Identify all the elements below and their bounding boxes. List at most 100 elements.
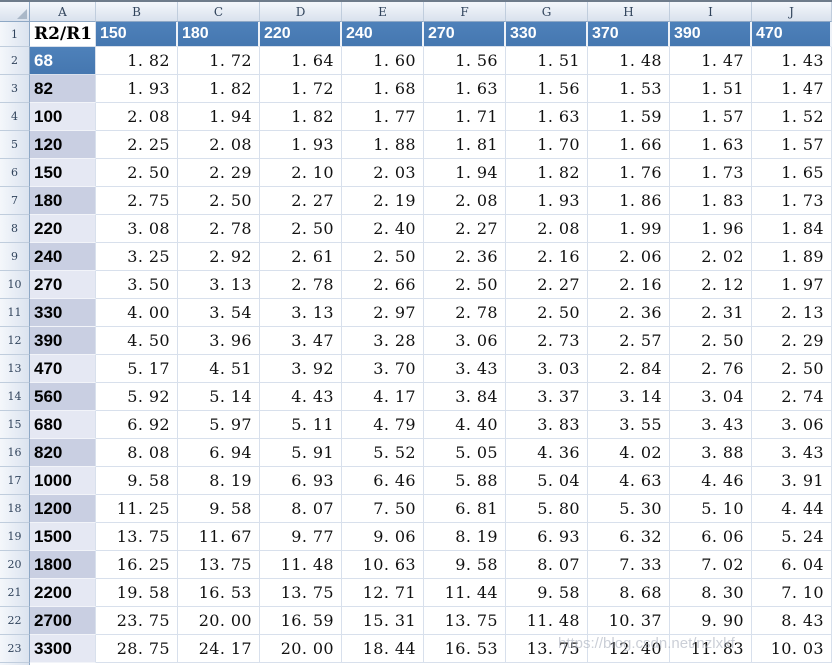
cell-B14[interactable]: 5. 92 (96, 383, 178, 411)
cell-B1[interactable]: 150 (96, 22, 178, 47)
cell-E1[interactable]: 240 (342, 22, 424, 47)
cell-F3[interactable]: 1. 63 (424, 75, 506, 103)
cell-E11[interactable]: 2. 97 (342, 299, 424, 327)
cell-A17[interactable]: 1000 (30, 467, 96, 495)
cell-I11[interactable]: 2. 31 (670, 299, 752, 327)
row-header-1[interactable]: 1 (0, 22, 30, 47)
cell-H1[interactable]: 370 (588, 22, 670, 47)
cell-H4[interactable]: 1. 59 (588, 103, 670, 131)
cell-G16[interactable]: 4. 36 (506, 439, 588, 467)
row-header-13[interactable]: 13 (0, 355, 30, 383)
cell-D20[interactable]: 11. 48 (260, 551, 342, 579)
cell-I13[interactable]: 2. 76 (670, 355, 752, 383)
row-header-19[interactable]: 19 (0, 523, 30, 551)
cell-I23[interactable]: 11. 83 (670, 635, 752, 663)
cell-F22[interactable]: 13. 75 (424, 607, 506, 635)
cell-I4[interactable]: 1. 57 (670, 103, 752, 131)
cell-G22[interactable]: 11. 48 (506, 607, 588, 635)
cell-G13[interactable]: 3. 03 (506, 355, 588, 383)
cell-B19[interactable]: 13. 75 (96, 523, 178, 551)
cell-J21[interactable]: 7. 10 (752, 579, 832, 607)
cell-F21[interactable]: 11. 44 (424, 579, 506, 607)
cell-A13[interactable]: 470 (30, 355, 96, 383)
cell-H10[interactable]: 2. 16 (588, 271, 670, 299)
row-header-10[interactable]: 10 (0, 271, 30, 299)
cell-G6[interactable]: 1. 82 (506, 159, 588, 187)
cell-I15[interactable]: 3. 43 (670, 411, 752, 439)
cell-J5[interactable]: 1. 57 (752, 131, 832, 159)
cell-B21[interactable]: 19. 58 (96, 579, 178, 607)
cell-H13[interactable]: 2. 84 (588, 355, 670, 383)
cell-J2[interactable]: 1. 43 (752, 47, 832, 75)
cell-C8[interactable]: 2. 78 (178, 215, 260, 243)
cell-B10[interactable]: 3. 50 (96, 271, 178, 299)
row-header-7[interactable]: 7 (0, 187, 30, 215)
cell-D14[interactable]: 4. 43 (260, 383, 342, 411)
column-header-F[interactable]: F (424, 2, 506, 22)
cell-A16[interactable]: 820 (30, 439, 96, 467)
cell-D12[interactable]: 3. 47 (260, 327, 342, 355)
cell-C10[interactable]: 3. 13 (178, 271, 260, 299)
cell-B12[interactable]: 4. 50 (96, 327, 178, 355)
cell-H20[interactable]: 7. 33 (588, 551, 670, 579)
cell-B23[interactable]: 28. 75 (96, 635, 178, 663)
cell-A9[interactable]: 240 (30, 243, 96, 271)
cell-C1[interactable]: 180 (178, 22, 260, 47)
cell-A15[interactable]: 680 (30, 411, 96, 439)
cell-D1[interactable]: 220 (260, 22, 342, 47)
row-header-2[interactable]: 2 (0, 47, 30, 75)
cell-F23[interactable]: 16. 53 (424, 635, 506, 663)
cell-I10[interactable]: 2. 12 (670, 271, 752, 299)
cell-I5[interactable]: 1. 63 (670, 131, 752, 159)
cell-I16[interactable]: 3. 88 (670, 439, 752, 467)
cell-F16[interactable]: 5. 05 (424, 439, 506, 467)
cell-J17[interactable]: 3. 91 (752, 467, 832, 495)
cell-B13[interactable]: 5. 17 (96, 355, 178, 383)
cell-C9[interactable]: 2. 92 (178, 243, 260, 271)
cell-A6[interactable]: 150 (30, 159, 96, 187)
cell-G10[interactable]: 2. 27 (506, 271, 588, 299)
row-header-6[interactable]: 6 (0, 159, 30, 187)
cell-I12[interactable]: 2. 50 (670, 327, 752, 355)
row-header-4[interactable]: 4 (0, 103, 30, 131)
cell-F2[interactable]: 1. 56 (424, 47, 506, 75)
cell-H9[interactable]: 2. 06 (588, 243, 670, 271)
cell-F17[interactable]: 5. 88 (424, 467, 506, 495)
cell-E3[interactable]: 1. 68 (342, 75, 424, 103)
cell-C17[interactable]: 8. 19 (178, 467, 260, 495)
row-header-8[interactable]: 8 (0, 215, 30, 243)
cell-A4[interactable]: 100 (30, 103, 96, 131)
column-header-G[interactable]: G (506, 2, 588, 22)
row-header-5[interactable]: 5 (0, 131, 30, 159)
cell-E10[interactable]: 2. 66 (342, 271, 424, 299)
cell-A8[interactable]: 220 (30, 215, 96, 243)
cell-A20[interactable]: 1800 (30, 551, 96, 579)
cell-B2[interactable]: 1. 82 (96, 47, 178, 75)
cell-F9[interactable]: 2. 36 (424, 243, 506, 271)
cell-C15[interactable]: 5. 97 (178, 411, 260, 439)
cell-H19[interactable]: 6. 32 (588, 523, 670, 551)
cell-C22[interactable]: 20. 00 (178, 607, 260, 635)
cell-H15[interactable]: 3. 55 (588, 411, 670, 439)
row-header-17[interactable]: 17 (0, 467, 30, 495)
row-header-11[interactable]: 11 (0, 299, 30, 327)
cell-C7[interactable]: 2. 50 (178, 187, 260, 215)
row-header-16[interactable]: 16 (0, 439, 30, 467)
cell-C12[interactable]: 3. 96 (178, 327, 260, 355)
cell-H2[interactable]: 1. 48 (588, 47, 670, 75)
cell-B20[interactable]: 16. 25 (96, 551, 178, 579)
cell-C23[interactable]: 24. 17 (178, 635, 260, 663)
cell-H12[interactable]: 2. 57 (588, 327, 670, 355)
cell-E16[interactable]: 5. 52 (342, 439, 424, 467)
cell-G5[interactable]: 1. 70 (506, 131, 588, 159)
cell-D8[interactable]: 2. 50 (260, 215, 342, 243)
cell-I7[interactable]: 1. 83 (670, 187, 752, 215)
cell-G18[interactable]: 5. 80 (506, 495, 588, 523)
cell-F15[interactable]: 4. 40 (424, 411, 506, 439)
cell-E18[interactable]: 7. 50 (342, 495, 424, 523)
cell-H7[interactable]: 1. 86 (588, 187, 670, 215)
cell-F6[interactable]: 1. 94 (424, 159, 506, 187)
cell-F19[interactable]: 8. 19 (424, 523, 506, 551)
cell-I22[interactable]: 9. 90 (670, 607, 752, 635)
cell-E6[interactable]: 2. 03 (342, 159, 424, 187)
